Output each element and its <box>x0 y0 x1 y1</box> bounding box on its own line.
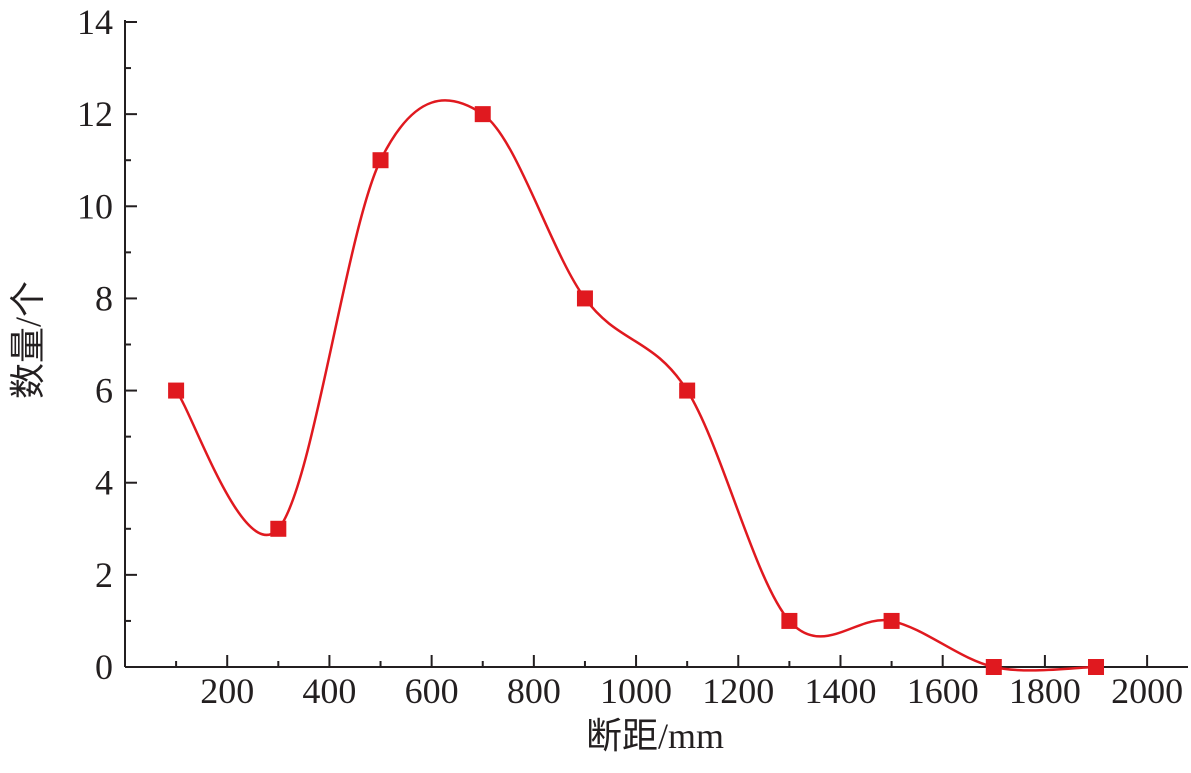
y-tick-label: 10 <box>77 186 113 226</box>
x-tick-label: 2000 <box>1111 671 1183 711</box>
y-tick-label: 8 <box>95 278 113 318</box>
marker <box>679 382 696 399</box>
y-tick-label: 4 <box>95 463 113 503</box>
y-tick-label: 2 <box>95 555 113 595</box>
marker <box>883 612 900 629</box>
y-tick-label: 6 <box>95 371 113 411</box>
x-tick-label: 1200 <box>702 671 774 711</box>
x-tick-label: 400 <box>302 671 356 711</box>
marker <box>576 290 593 307</box>
y-axis-label: 数量/个 <box>8 281 48 399</box>
line <box>175 99 1097 672</box>
marker <box>372 152 389 169</box>
marker <box>1088 659 1105 675</box>
marker <box>985 659 1002 675</box>
marker <box>168 382 185 399</box>
x-tick-label: 1600 <box>907 671 979 711</box>
y-tick-label: 14 <box>77 2 113 42</box>
x-tick-label: 1800 <box>1009 671 1081 711</box>
marker <box>781 612 798 629</box>
y-tick-label: 0 <box>95 647 113 687</box>
y-tick-label: 12 <box>77 94 113 134</box>
x-tick-label: 200 <box>200 671 254 711</box>
x-tick-label: 600 <box>405 671 459 711</box>
marker <box>270 520 287 537</box>
x-axis-label: 断距/mm <box>586 716 724 756</box>
x-tick-label: 1000 <box>600 671 672 711</box>
x-tick-label: 800 <box>507 671 561 711</box>
marker <box>474 106 491 123</box>
x-tick-label: 1400 <box>804 671 876 711</box>
